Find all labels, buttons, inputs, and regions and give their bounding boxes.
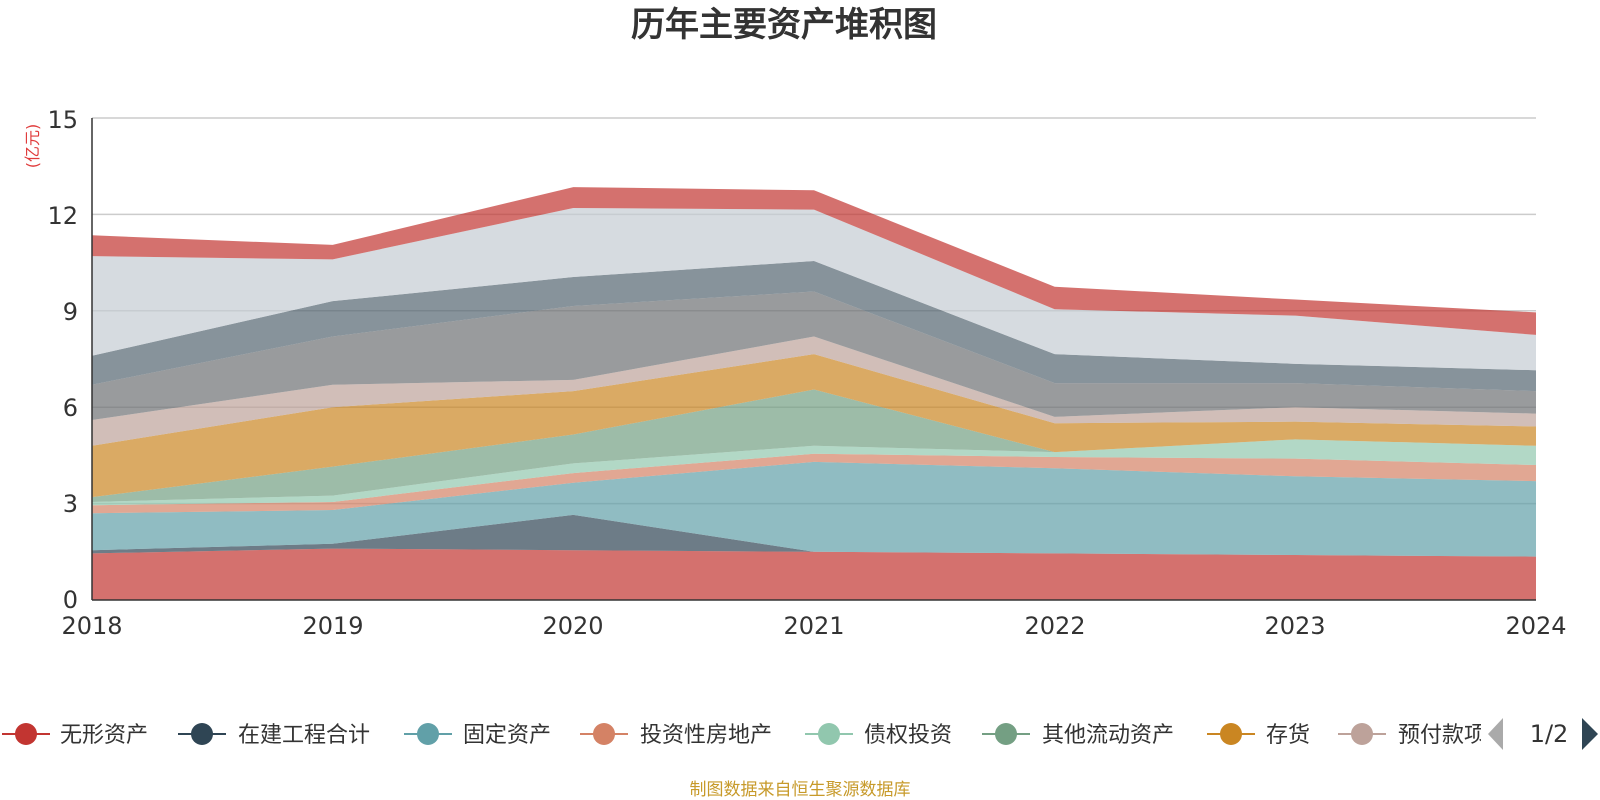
legend-item-wuxing[interactable]: 无形资产 (2, 723, 148, 748)
area-series-7 (92, 336, 1536, 446)
x-tick-label: 2018 (61, 612, 122, 640)
legend-label: 无形资产 (60, 723, 148, 748)
x-tick-label: 2019 (302, 612, 363, 640)
x-tick-label: 2024 (1505, 612, 1566, 640)
legend-item-yufu[interactable]: 预付款项 (1338, 723, 1486, 748)
area-series-5 (92, 389, 1536, 502)
area-series-4 (92, 439, 1536, 506)
area-series-3 (92, 453, 1536, 514)
legend-item-touzixing[interactable]: 投资性房地产 (580, 723, 772, 748)
legend-marker-icon (818, 723, 840, 745)
area-series-11 (92, 187, 1536, 335)
y-axis-ticks: 0 3 6 9 12 15 (47, 106, 78, 614)
legend-marker-icon (995, 723, 1017, 745)
x-tick-label: 2023 (1264, 612, 1325, 640)
area-series-9 (92, 260, 1536, 392)
area-series-0 (92, 548, 1536, 600)
area-series-6 (92, 354, 1536, 498)
legend-item-zhaiquan[interactable]: 债权投资 (805, 723, 952, 748)
legend-marker-icon (1351, 723, 1373, 745)
legend-item-qitaliudong[interactable]: 其他流动资产 (982, 723, 1174, 748)
legend-label: 在建工程合计 (238, 723, 370, 748)
legend-marker-icon (1220, 723, 1242, 745)
legend-label: 预付款项 (1398, 723, 1486, 748)
legend-marker-icon (191, 723, 213, 745)
legend-label: 投资性房地产 (640, 723, 772, 748)
x-tick-label: 2020 (542, 612, 603, 640)
area-series-8 (92, 291, 1536, 421)
legend-item-guding[interactable]: 固定资产 (404, 723, 551, 748)
x-tick-label: 2021 (783, 612, 844, 640)
legend-next-page-icon[interactable] (1582, 718, 1598, 750)
legend-label: 债权投资 (864, 723, 952, 748)
x-tick-label: 2022 (1024, 612, 1085, 640)
y-tick-label: 0 (63, 586, 78, 614)
legend-label: 固定资产 (463, 723, 551, 748)
legend-item-cunhuo[interactable]: 存货 (1207, 723, 1310, 748)
area-series-10 (92, 207, 1536, 371)
chart-title: 历年主要资产堆积图 (631, 5, 937, 45)
legend-item-zaijian[interactable]: 在建工程合计 (178, 723, 370, 748)
y-axis-unit-label: (亿元) (23, 124, 42, 169)
y-tick-label: 15 (47, 106, 78, 134)
y-tick-label: 9 (63, 298, 78, 326)
area-series-1 (92, 514, 1536, 557)
legend-marker-icon (593, 723, 615, 745)
data-source-note: 制图数据来自恒生聚源数据库 (690, 780, 911, 800)
legend: 无形资产 在建工程合计 固定资产 投资性房地产 债权投资 其他流动资产 (2, 710, 1600, 760)
area-series-2 (92, 461, 1536, 557)
legend-marker-icon (15, 723, 37, 745)
y-tick-label: 6 (63, 394, 78, 422)
legend-page-indicator: 1/2 (1530, 720, 1569, 748)
axes (91, 118, 1536, 601)
y-tick-label: 12 (47, 202, 78, 230)
legend-label: 其他流动资产 (1042, 723, 1174, 748)
legend-label: 存货 (1266, 723, 1310, 748)
area-series-layer (92, 187, 1536, 600)
legend-prev-page-icon[interactable] (1488, 718, 1503, 750)
x-axis-ticks: 2018 2019 2020 2021 2022 2023 2024 (61, 612, 1566, 640)
y-tick-label: 3 (63, 490, 78, 518)
legend-marker-icon (417, 723, 439, 745)
